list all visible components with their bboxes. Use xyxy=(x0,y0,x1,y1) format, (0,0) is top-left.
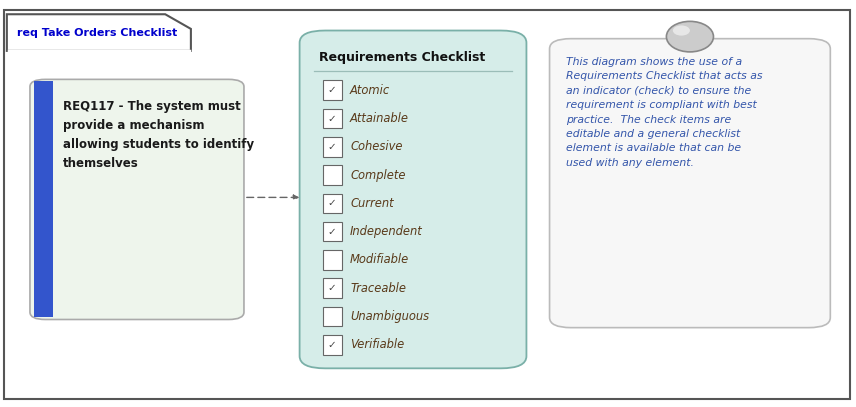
Text: This diagram shows the use of a
Requirements Checklist that acts as
an indicator: This diagram shows the use of a Requirem… xyxy=(566,57,763,168)
Text: ✓: ✓ xyxy=(328,114,336,124)
Bar xyxy=(323,278,342,298)
Text: ✓: ✓ xyxy=(328,283,336,293)
Text: ✓: ✓ xyxy=(328,340,336,350)
FancyBboxPatch shape xyxy=(30,79,244,319)
Bar xyxy=(323,222,342,241)
Text: ✓: ✓ xyxy=(328,198,336,208)
Ellipse shape xyxy=(667,22,713,52)
Text: Current: Current xyxy=(350,197,394,210)
Text: ✓: ✓ xyxy=(328,142,336,152)
FancyBboxPatch shape xyxy=(4,10,850,399)
Text: Modifiable: Modifiable xyxy=(350,254,409,267)
Bar xyxy=(323,109,342,128)
Text: Verifiable: Verifiable xyxy=(350,338,404,351)
Text: ✓: ✓ xyxy=(328,227,336,237)
Bar xyxy=(323,137,342,157)
Text: ✓: ✓ xyxy=(328,85,336,95)
Text: Cohesive: Cohesive xyxy=(350,140,402,153)
FancyBboxPatch shape xyxy=(300,31,526,368)
Text: Traceable: Traceable xyxy=(350,282,406,295)
Bar xyxy=(323,165,342,185)
Polygon shape xyxy=(7,14,191,51)
Text: Requirements Checklist: Requirements Checklist xyxy=(319,51,485,64)
Ellipse shape xyxy=(673,25,690,36)
Text: Unambiguous: Unambiguous xyxy=(350,310,429,323)
Bar xyxy=(323,307,342,326)
Text: Atomic: Atomic xyxy=(350,84,390,97)
Text: req Take Orders Checklist: req Take Orders Checklist xyxy=(17,28,177,37)
Bar xyxy=(323,194,342,213)
Bar xyxy=(323,81,342,100)
Bar xyxy=(34,81,53,317)
Text: Attainable: Attainable xyxy=(350,112,409,125)
Text: REQ117 - The system must
provide a mechanism
allowing students to identify
thems: REQ117 - The system must provide a mecha… xyxy=(63,100,254,170)
Text: Complete: Complete xyxy=(350,168,406,182)
Bar xyxy=(323,335,342,354)
Text: Independent: Independent xyxy=(350,225,423,238)
Bar xyxy=(323,250,342,270)
FancyBboxPatch shape xyxy=(550,39,830,328)
